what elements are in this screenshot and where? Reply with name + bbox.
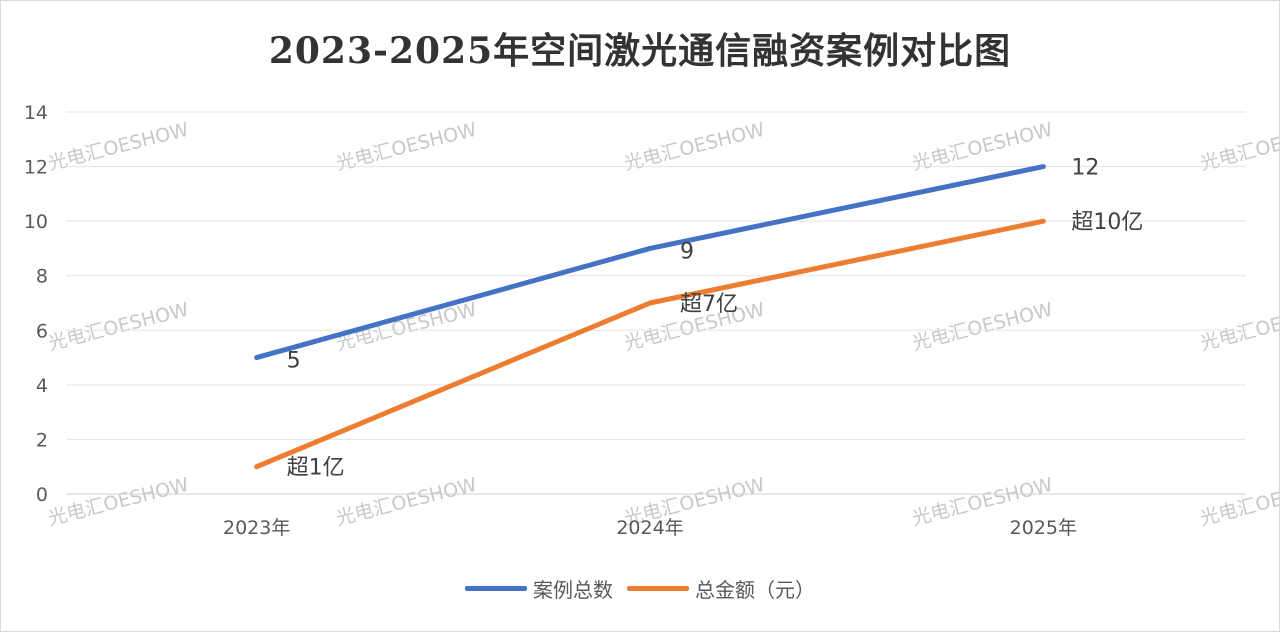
- gridlines: [66, 111, 1246, 495]
- legend-swatch-amount: [627, 586, 689, 591]
- watermark-text: 光电汇OESHOW: [46, 299, 191, 355]
- y-tick-label: 6: [36, 320, 48, 342]
- series-lines: [254, 164, 1046, 470]
- data-label: 12: [1071, 156, 1099, 181]
- data-label: 超10亿: [1071, 210, 1143, 235]
- y-tick-label: 2: [36, 429, 48, 451]
- legend-label-amount: 总金额（元）: [695, 578, 815, 602]
- y-tick-label: 4: [36, 375, 48, 397]
- data-labels: 5 9 12 超1亿 超7亿 超10亿: [287, 156, 1144, 481]
- watermark-text: 光电汇OESHOW: [46, 474, 191, 530]
- x-tick-label: 2024年: [616, 517, 683, 539]
- y-tick-label: 0: [36, 484, 48, 506]
- data-label: 超7亿: [680, 292, 738, 317]
- y-tick-label: 10: [24, 211, 48, 233]
- data-label: 5: [287, 349, 301, 374]
- legend-label-cases: 案例总数: [533, 578, 613, 602]
- watermark-text: 光电汇OESHOW: [334, 474, 479, 530]
- y-tick-label: 8: [36, 266, 48, 288]
- watermark-text: 光电汇OESHOW: [910, 299, 1055, 355]
- y-tick-label: 14: [24, 102, 48, 124]
- data-label: 9: [680, 239, 694, 264]
- legend-item-amount: 总金额（元）: [627, 574, 815, 603]
- x-tick-label: 2023年: [223, 517, 290, 539]
- data-label: 超1亿: [287, 456, 345, 481]
- legend-item-cases: 案例总数: [465, 574, 613, 603]
- legend: 案例总数 总金额（元）: [0, 574, 1280, 603]
- y-axis: 0 2 4 6 8 10 12 14: [24, 102, 48, 506]
- x-tick-label: 2025年: [1010, 517, 1077, 539]
- watermark-text: 光电汇OESHOW: [1198, 474, 1280, 530]
- legend-swatch-cases: [465, 586, 527, 591]
- x-axis: 2023年 2024年 2025年: [223, 517, 1077, 539]
- watermark-text: 光电汇OESHOW: [1198, 299, 1280, 355]
- watermark-text: 光电汇OESHOW: [334, 299, 479, 355]
- y-tick-label: 12: [24, 157, 48, 179]
- chart-title: 2023-2025年空间激光通信融资案例对比图: [268, 30, 1012, 72]
